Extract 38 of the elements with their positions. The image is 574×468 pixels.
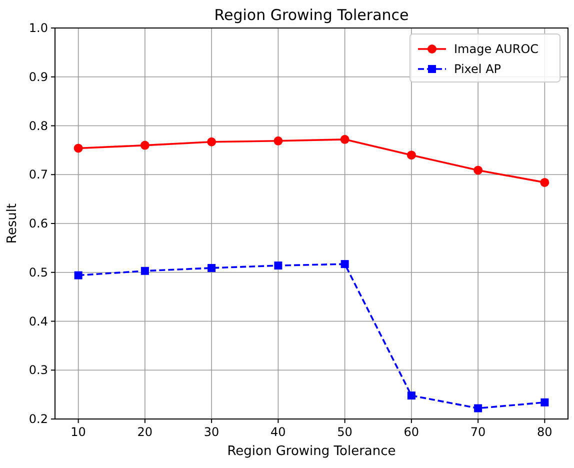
legend-label: Image AUROC — [454, 42, 539, 56]
y-tick-label: 0.6 — [28, 216, 48, 230]
point — [540, 398, 549, 406]
point — [207, 137, 216, 146]
point — [340, 260, 349, 268]
y-tick-label: 1.0 — [28, 21, 48, 35]
legend-label: Pixel AP — [454, 62, 502, 76]
x-tick-label: 50 — [337, 425, 352, 439]
point — [407, 392, 416, 400]
point — [540, 178, 550, 187]
x-tick-label: 20 — [137, 425, 153, 439]
point — [406, 150, 416, 160]
y-tick-label: 0.5 — [28, 265, 48, 280]
x-axis-title: Region Growing Tolerance — [227, 444, 396, 459]
chart-title: Region Growing Tolerance — [214, 6, 409, 24]
x-tick-label: 80 — [537, 425, 552, 439]
point — [140, 140, 150, 150]
point — [74, 144, 83, 153]
x-tick-label: 70 — [470, 425, 486, 439]
y-tick-label: 0.3 — [28, 363, 48, 378]
point — [208, 264, 216, 272]
x-tick-label: 10 — [70, 425, 86, 439]
y-tick-label: 0.7 — [28, 168, 48, 182]
y-axis-title: Result — [5, 203, 20, 244]
x-tick-label: 30 — [204, 425, 220, 439]
y-tick-label: 0.4 — [28, 314, 48, 328]
point — [340, 134, 350, 144]
x-tick-label: 60 — [404, 425, 420, 439]
y-tick-label: 0.2 — [28, 412, 48, 426]
point — [274, 136, 283, 146]
y-tick-label: 0.9 — [28, 70, 48, 84]
x-tick-label: 40 — [270, 425, 286, 439]
point — [474, 166, 483, 175]
point — [274, 262, 282, 270]
point — [474, 404, 482, 412]
y-tick-label: 0.8 — [28, 118, 48, 133]
point — [74, 271, 82, 280]
point — [140, 266, 149, 275]
